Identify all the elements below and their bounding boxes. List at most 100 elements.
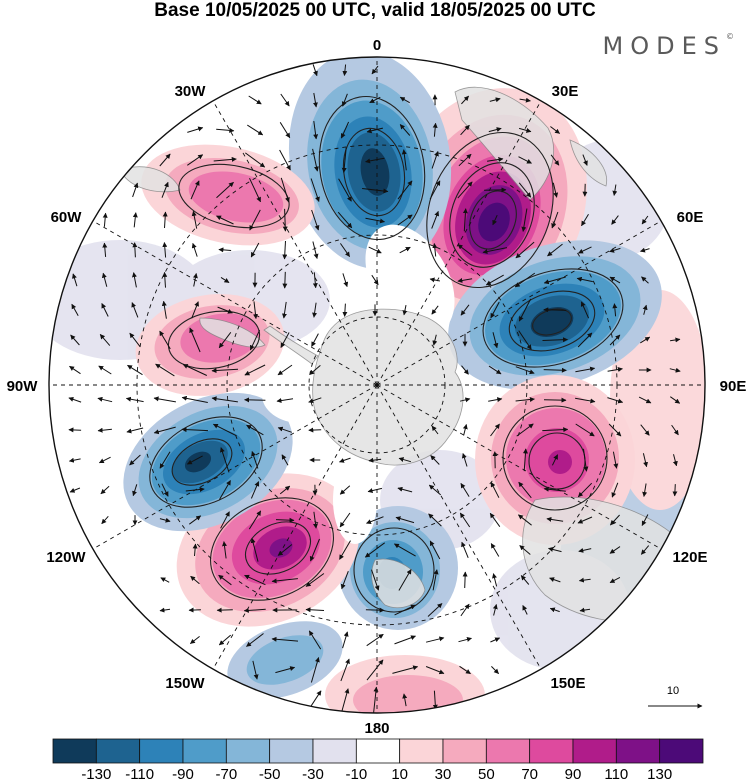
colorbar-tick-label: -70 (215, 766, 237, 783)
wind-vector-arrow (216, 127, 235, 133)
wind-vector-arrow (519, 97, 531, 103)
wind-vector-arrow (543, 307, 567, 313)
wind-vector-arrow (515, 366, 535, 375)
wind-vector-arrow (395, 516, 415, 524)
wind-vector-arrow (457, 244, 473, 256)
wind-vector-arrow (515, 241, 535, 259)
wind-vector-arrow (245, 152, 266, 168)
meridian-30W (212, 100, 378, 386)
wind-vector-arrow (577, 332, 593, 348)
wind-vector-arrow (583, 448, 589, 472)
wind-vector-arrow (252, 660, 259, 680)
wind-vector-arrow (543, 367, 567, 373)
wind-vector-arrow (162, 242, 168, 258)
wind-vector-arrow (608, 423, 622, 437)
wind-vector-arrow (492, 573, 498, 587)
wind-vector-arrow (271, 578, 298, 584)
wind-vector-arrow (159, 330, 171, 350)
colorbar-swatch (572, 738, 617, 764)
lon-label-150e: 150E (550, 675, 585, 692)
wind-vector-arrow (98, 365, 112, 375)
wind-vector-arrow (547, 243, 563, 257)
wind-vector-arrow (397, 214, 413, 226)
wind-vector-arrow (366, 633, 384, 647)
wind-vector-arrow (216, 607, 233, 613)
map-title: Base 10/05/2025 00 UTC, valid 18/05/2025… (154, 0, 596, 21)
wind-vector-arrow (251, 451, 259, 469)
wind-vector-arrow (126, 427, 144, 434)
wind-vector-arrow (521, 208, 528, 232)
wind-vector-arrow (246, 424, 264, 436)
wind-vector-arrow (432, 690, 438, 710)
wind-vector-arrow (339, 512, 351, 528)
wind-vector-arrow (248, 95, 262, 105)
wind-vector-arrow (399, 246, 411, 254)
wind-vector-arrow (97, 427, 112, 433)
wind-vector-arrow (519, 545, 531, 555)
wind-vector-arrow (373, 686, 379, 713)
wind-vector-arrow (542, 427, 569, 433)
wind-vector-arrow (342, 631, 349, 649)
wind-vector-arrow (460, 603, 470, 617)
wind-vector-arrow (341, 93, 348, 107)
wind-vector-arrow (548, 547, 562, 553)
lon-label-150w: 150W (165, 675, 205, 692)
wind-vector-arrow (577, 516, 593, 524)
wind-vector-arrow (459, 397, 471, 403)
wind-vector-arrow (542, 337, 568, 343)
colorbar-tick-label: 50 (478, 766, 495, 783)
wind-vector-arrow (432, 122, 438, 137)
wind-vector-arrow (102, 212, 108, 227)
wind-vector-arrow (492, 604, 498, 616)
wind-vector-arrow (485, 274, 504, 286)
wind-vector-arrow (339, 540, 351, 560)
wind-vector-arrow (490, 301, 500, 319)
wind-vector-arrow (220, 511, 230, 529)
wind-vector-arrow (131, 302, 139, 318)
wind-vector-arrow (99, 334, 111, 346)
wind-vector-arrow (394, 604, 416, 616)
wind-vector-arrow (69, 487, 81, 493)
antarctic-peninsula (263, 325, 319, 365)
wind-vector-arrow (189, 327, 201, 353)
wind-vector-arrow (518, 182, 532, 198)
wind-vector-arrow (70, 334, 80, 346)
wind-vector-arrow (399, 124, 411, 136)
wind-vector-arrow (581, 214, 589, 227)
wind-vector-arrow (550, 126, 560, 134)
colorbar-tick-label: -50 (259, 766, 281, 783)
wind-vector-arrow (671, 424, 679, 436)
lon-label-90w: 90W (7, 378, 39, 395)
wind-vector-arrow (341, 147, 347, 173)
wind-vector-arrow (310, 178, 320, 202)
wind-vector-arrow (340, 571, 349, 590)
wind-vector-arrow (431, 210, 440, 229)
wind-vector-arrow (282, 271, 288, 289)
wind-vector-arrow (641, 215, 649, 225)
wind-vector-arrow (339, 243, 351, 258)
wind-vector-arrow (212, 423, 237, 437)
wind-vector-arrow (337, 211, 353, 229)
wind-vector-arrow (431, 305, 439, 315)
wind-vector-arrow (68, 427, 82, 433)
wind-vector-arrow (612, 451, 619, 469)
wind-vector-arrow (279, 485, 291, 495)
wind-vector-arrow (582, 154, 588, 166)
colorbar-tick-label: -110 (125, 766, 154, 783)
reference-vector: 10 (648, 685, 703, 709)
wind-vector-arrow (367, 487, 383, 494)
wind-vector-arrow (159, 607, 171, 613)
wind-vector-arrow (181, 395, 208, 403)
wind-vector-arrow (459, 665, 471, 675)
wind-vector-arrow (432, 334, 438, 346)
colorbar-tick-label: 30 (435, 766, 452, 783)
wind-vector-arrow (218, 247, 232, 253)
wind-vector-arrow (398, 569, 412, 591)
wind-vector-arrow (429, 540, 441, 560)
wind-vector-arrow (311, 209, 320, 231)
wind-vector-arrow (641, 276, 649, 284)
wind-vector-arrow (129, 454, 141, 466)
colorbar-tick-label: -30 (302, 766, 324, 783)
wind-vector-arrow (279, 122, 291, 139)
lon-label-30w: 30W (175, 83, 207, 100)
